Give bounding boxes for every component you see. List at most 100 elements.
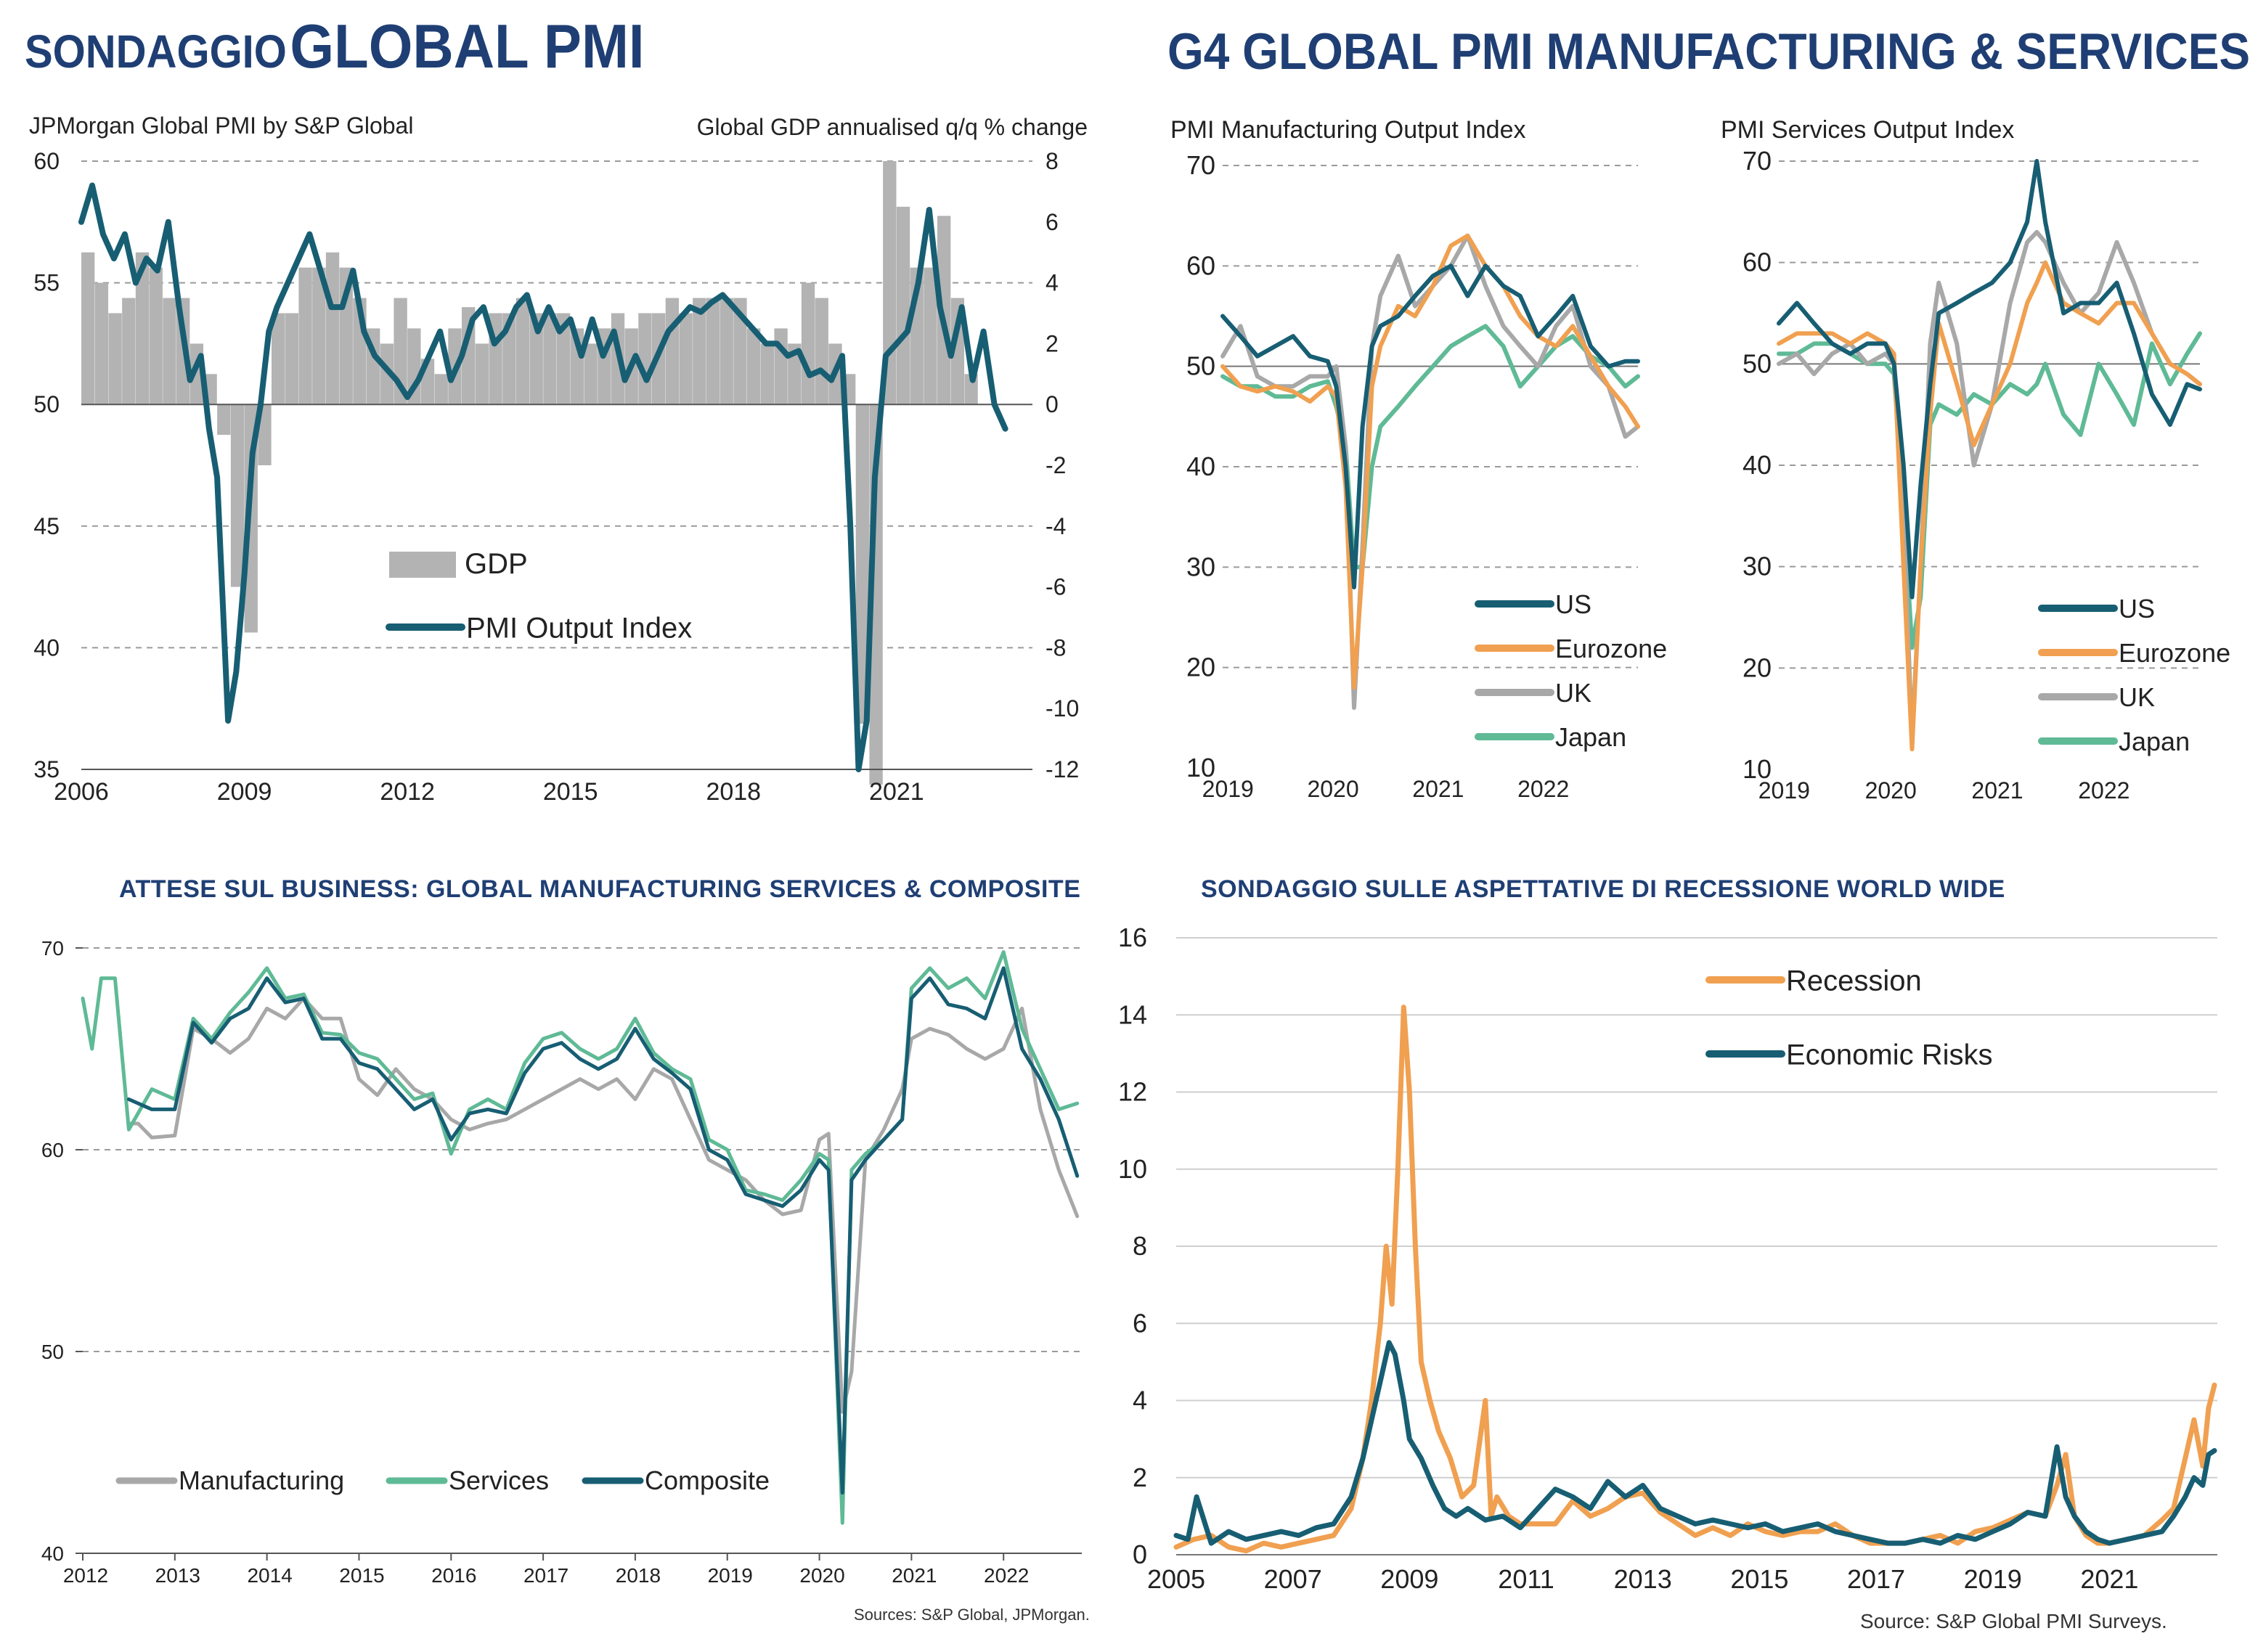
chart1-y2tick-label: -8 bbox=[1046, 634, 1066, 661]
chart4-legend-services-label: Services bbox=[449, 1465, 549, 1495]
chart1-gdp-bar bbox=[258, 404, 272, 465]
chart1-gdp-bar bbox=[801, 282, 815, 405]
chart1-gdp-bar bbox=[529, 313, 543, 405]
chart4-xtick-label: 2016 bbox=[431, 1564, 476, 1587]
chart1-gdp-bar bbox=[380, 343, 394, 405]
chart1-y2tick-label: -10 bbox=[1046, 695, 1079, 721]
chart2-xtick-label: 2019 bbox=[1202, 776, 1254, 802]
chart2-xtick-label: 2022 bbox=[1517, 776, 1569, 802]
chart5-ytick-label: 12 bbox=[1118, 1077, 1147, 1107]
chart1-gdp-bar bbox=[515, 298, 530, 405]
chart5-xtick-label: 2019 bbox=[1964, 1564, 2022, 1594]
chart3-line-japan bbox=[1777, 331, 2202, 650]
chart1-gdp-bar bbox=[94, 282, 109, 405]
chart4-xtick-label: 2018 bbox=[616, 1564, 661, 1587]
chart2-legend-eurozone-label: Eurozone bbox=[1555, 634, 1667, 663]
chart1-gdp-bar bbox=[557, 313, 571, 405]
header-right: G4 GLOBAL PMI MANUFACTURING & SERVICES bbox=[1167, 22, 2250, 81]
chart5-xtick-label: 2011 bbox=[1498, 1564, 1554, 1594]
chart1-gdp-bar bbox=[733, 298, 747, 405]
chart1-gdp-bar bbox=[230, 404, 245, 587]
chart1-gdp-bar bbox=[720, 298, 733, 405]
chart1-legend-gdp-label: GDP bbox=[465, 548, 528, 580]
chart1-y2tick-label: -2 bbox=[1046, 452, 1066, 478]
chart4-ytick-label: 60 bbox=[41, 1139, 64, 1161]
chart2-ytick-label: 60 bbox=[1186, 250, 1215, 280]
chart2-xtick-label: 2021 bbox=[1412, 776, 1464, 802]
header-bottom-right: SONDAGGIO SULLE ASPETTATIVE DI RECESSION… bbox=[1201, 875, 2005, 903]
chart4-ytick-label: 50 bbox=[41, 1341, 64, 1363]
chart1-gdp-bar bbox=[747, 328, 761, 405]
chart1-legend-gdp-swatch bbox=[389, 552, 456, 578]
chart1-pmi-line bbox=[78, 182, 1008, 772]
chart4-line-manufacturing bbox=[126, 997, 1080, 1414]
chart5-xtick-label: 2013 bbox=[1614, 1564, 1672, 1594]
chart1-y2tick-label: -4 bbox=[1046, 513, 1066, 539]
header-left-main: GLOBAL PMI bbox=[290, 11, 645, 81]
chart4-xtick-label: 2013 bbox=[155, 1564, 200, 1587]
chart5-xtick-label: 2007 bbox=[1264, 1564, 1322, 1594]
chart1-gdp-bar bbox=[135, 252, 150, 405]
chart3-legend-eurozone-label: Eurozone bbox=[2119, 638, 2230, 668]
chart3-xtick-label: 2022 bbox=[2078, 777, 2129, 803]
chart1-y2tick-label: -6 bbox=[1046, 574, 1066, 600]
chart2-line-uk bbox=[1220, 233, 1640, 710]
chart1-xtick-label: 2018 bbox=[706, 778, 761, 806]
chart5-xtick-label: 2005 bbox=[1147, 1564, 1205, 1594]
chart5-xtick-label: 2017 bbox=[1847, 1564, 1905, 1594]
chart1-gdp-bar bbox=[774, 328, 788, 405]
chart1-gdp-bar bbox=[298, 267, 312, 405]
chart5-ytick-label: 0 bbox=[1133, 1539, 1147, 1569]
chart1-gdp-bar bbox=[149, 267, 163, 405]
chart1-gdp-bar bbox=[788, 343, 802, 405]
chart1-gdp-bar bbox=[584, 343, 598, 405]
chart4-legend-composite-label: Composite bbox=[645, 1465, 770, 1495]
chart1-gdp-bar bbox=[81, 252, 95, 405]
chart5-ytick-label: 16 bbox=[1118, 923, 1147, 952]
chart5-ytick-label: 6 bbox=[1133, 1308, 1147, 1338]
chart3-ytick-label: 20 bbox=[1743, 653, 1772, 682]
chart2-ytick-label: 10 bbox=[1186, 753, 1215, 782]
chart5-xtick-label: 2021 bbox=[2080, 1564, 2138, 1594]
chart2-legend-us-label: US bbox=[1555, 589, 1591, 619]
chart1-gdp-bar bbox=[163, 298, 176, 405]
sources-left: Sources: S&P Global, JPMorgan. bbox=[854, 1606, 1090, 1624]
chart3-ytick-label: 40 bbox=[1743, 450, 1772, 480]
chart2-line-us bbox=[1220, 263, 1640, 589]
chart4-xtick-label: 2012 bbox=[63, 1564, 108, 1587]
header-right-title: G4 GLOBAL PMI MANUFACTURING & SERVICES bbox=[1167, 23, 2251, 81]
chart5-legend-economic-risks-label: Economic Risks bbox=[1786, 1039, 1993, 1071]
chart1-gdp-bar bbox=[325, 252, 340, 405]
chart1-ytick-label: 50 bbox=[33, 391, 60, 417]
chart2-ytick-label: 30 bbox=[1186, 552, 1215, 581]
chart1-ytick-label: 45 bbox=[33, 513, 60, 539]
chart1-gdp-bar bbox=[924, 267, 937, 405]
chart1-gdp-bar bbox=[665, 298, 680, 405]
chart1-gdp-bar bbox=[543, 313, 557, 405]
chart1-gdp-bar bbox=[679, 313, 693, 405]
chart1-gdp-bar bbox=[434, 374, 448, 405]
chart5-ytick-label: 4 bbox=[1133, 1386, 1147, 1415]
chart3-ytick-label: 30 bbox=[1743, 552, 1772, 581]
chart1-legend-pmi-label: PMI Output Index bbox=[466, 612, 692, 644]
chart5-ytick-label: 10 bbox=[1118, 1154, 1147, 1184]
chart1-gdp-bar bbox=[217, 404, 231, 436]
chart5-legend-recession-label: Recession bbox=[1786, 965, 1922, 997]
chart1-gdp-bar bbox=[638, 313, 652, 405]
chart2-legend-uk-label: UK bbox=[1555, 678, 1591, 708]
chart1-xtick-label: 2021 bbox=[869, 778, 924, 806]
chart1-gdp-bar bbox=[108, 313, 122, 405]
chart3-legend-japan-label: Japan bbox=[2119, 727, 2190, 756]
chart2-legend-japan-label: Japan bbox=[1555, 722, 1626, 752]
chart4-xtick-label: 2015 bbox=[339, 1564, 384, 1587]
chart1-gdp-bar bbox=[312, 267, 326, 405]
chart5-xtick-label: 2009 bbox=[1380, 1564, 1438, 1594]
chart1-y2tick-label: 2 bbox=[1046, 330, 1059, 356]
chart1-xtick-label: 2015 bbox=[543, 778, 598, 806]
chart3-xtick-label: 2021 bbox=[1971, 777, 2023, 803]
chart4-xtick-label: 2020 bbox=[799, 1564, 844, 1587]
chart2-line-japan bbox=[1220, 324, 1640, 570]
chart2-title: PMI Manufacturing Output Index bbox=[1170, 116, 1525, 144]
chart1-gdp-bar bbox=[693, 298, 706, 405]
